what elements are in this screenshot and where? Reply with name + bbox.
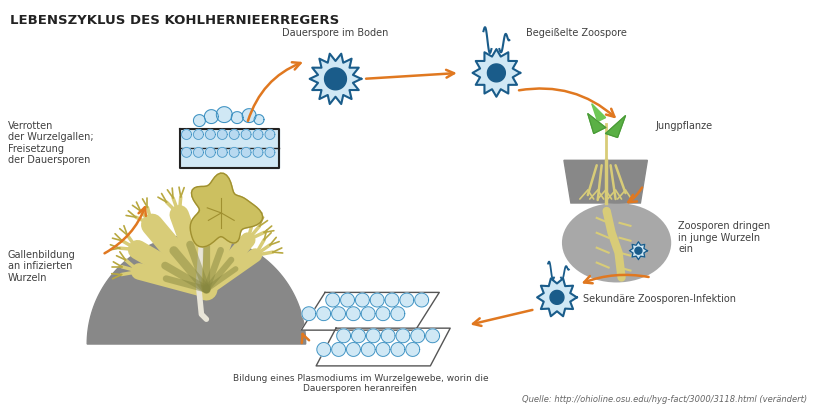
Polygon shape bbox=[346, 342, 360, 356]
Polygon shape bbox=[216, 107, 232, 123]
Polygon shape bbox=[415, 293, 429, 307]
Polygon shape bbox=[377, 307, 390, 321]
Text: LEBENSZYKLUS DES KOHLHERNIEERREGERS: LEBENSZYKLUS DES KOHLHERNIEERREGERS bbox=[10, 14, 339, 27]
Polygon shape bbox=[265, 147, 275, 157]
Polygon shape bbox=[367, 329, 381, 343]
Polygon shape bbox=[229, 147, 239, 157]
Polygon shape bbox=[193, 115, 205, 126]
Polygon shape bbox=[370, 293, 384, 307]
Polygon shape bbox=[326, 293, 340, 307]
Text: Jungpflanze: Jungpflanze bbox=[655, 121, 712, 130]
Polygon shape bbox=[385, 293, 399, 307]
Polygon shape bbox=[425, 329, 439, 343]
Polygon shape bbox=[473, 49, 520, 97]
Polygon shape bbox=[179, 128, 279, 168]
Polygon shape bbox=[205, 110, 218, 124]
Polygon shape bbox=[381, 329, 395, 343]
Polygon shape bbox=[316, 328, 450, 366]
Polygon shape bbox=[193, 147, 204, 157]
Polygon shape bbox=[302, 307, 316, 321]
Polygon shape bbox=[377, 342, 390, 356]
Polygon shape bbox=[487, 64, 505, 82]
Polygon shape bbox=[361, 342, 375, 356]
Polygon shape bbox=[537, 279, 577, 316]
Polygon shape bbox=[205, 130, 215, 139]
Polygon shape bbox=[190, 173, 262, 247]
Polygon shape bbox=[182, 147, 192, 157]
Polygon shape bbox=[302, 292, 439, 330]
Ellipse shape bbox=[562, 203, 672, 283]
Polygon shape bbox=[606, 116, 625, 137]
Polygon shape bbox=[242, 109, 256, 123]
Polygon shape bbox=[265, 130, 275, 139]
Polygon shape bbox=[317, 307, 331, 321]
Polygon shape bbox=[229, 130, 239, 139]
Polygon shape bbox=[332, 307, 346, 321]
Polygon shape bbox=[396, 329, 410, 343]
Polygon shape bbox=[317, 342, 331, 356]
Polygon shape bbox=[218, 130, 227, 139]
Polygon shape bbox=[254, 115, 264, 125]
Polygon shape bbox=[253, 130, 263, 139]
Polygon shape bbox=[324, 68, 346, 90]
Polygon shape bbox=[253, 147, 263, 157]
Polygon shape bbox=[193, 130, 204, 139]
Polygon shape bbox=[205, 147, 215, 157]
Polygon shape bbox=[341, 293, 355, 307]
Polygon shape bbox=[391, 307, 405, 321]
Text: Gallenbildung
an infizierten
Wurzeln: Gallenbildung an infizierten Wurzeln bbox=[7, 249, 76, 283]
Text: Zoosporen dringen
in junge Wurzeln
ein: Zoosporen dringen in junge Wurzeln ein bbox=[678, 221, 770, 254]
Polygon shape bbox=[231, 112, 243, 124]
Polygon shape bbox=[87, 235, 306, 344]
Polygon shape bbox=[346, 307, 360, 321]
Polygon shape bbox=[182, 130, 192, 139]
Polygon shape bbox=[588, 114, 606, 133]
Text: Dauerspore im Boden: Dauerspore im Boden bbox=[282, 28, 389, 38]
Polygon shape bbox=[355, 293, 369, 307]
Polygon shape bbox=[218, 147, 227, 157]
Text: Verrotten
der Wurzelgallen;
Freisetzung
der Dauersporen: Verrotten der Wurzelgallen; Freisetzung … bbox=[7, 121, 94, 165]
Polygon shape bbox=[550, 290, 564, 304]
Text: Begeißelte Zoospore: Begeißelte Zoospore bbox=[526, 28, 627, 38]
Polygon shape bbox=[635, 247, 642, 254]
Polygon shape bbox=[337, 329, 350, 343]
Polygon shape bbox=[361, 307, 375, 321]
Polygon shape bbox=[241, 130, 251, 139]
Text: Sekundäre Zoosporen-Infektion: Sekundäre Zoosporen-Infektion bbox=[583, 294, 736, 304]
Polygon shape bbox=[629, 242, 647, 260]
Polygon shape bbox=[564, 160, 647, 203]
Text: Quelle: http://ohioline.osu.edu/hyg-fact/3000/3118.html (verändert): Quelle: http://ohioline.osu.edu/hyg-fact… bbox=[522, 395, 808, 404]
Polygon shape bbox=[310, 54, 361, 104]
Polygon shape bbox=[332, 342, 346, 356]
Polygon shape bbox=[592, 104, 606, 121]
Polygon shape bbox=[400, 293, 414, 307]
Polygon shape bbox=[391, 342, 405, 356]
Text: Bildung eines Plasmodiums im Wurzelgewebe, worin die
Dauersporen heranreifen: Bildung eines Plasmodiums im Wurzelgeweb… bbox=[232, 374, 488, 393]
Polygon shape bbox=[351, 329, 365, 343]
Polygon shape bbox=[411, 329, 425, 343]
Polygon shape bbox=[406, 342, 420, 356]
Polygon shape bbox=[241, 147, 251, 157]
